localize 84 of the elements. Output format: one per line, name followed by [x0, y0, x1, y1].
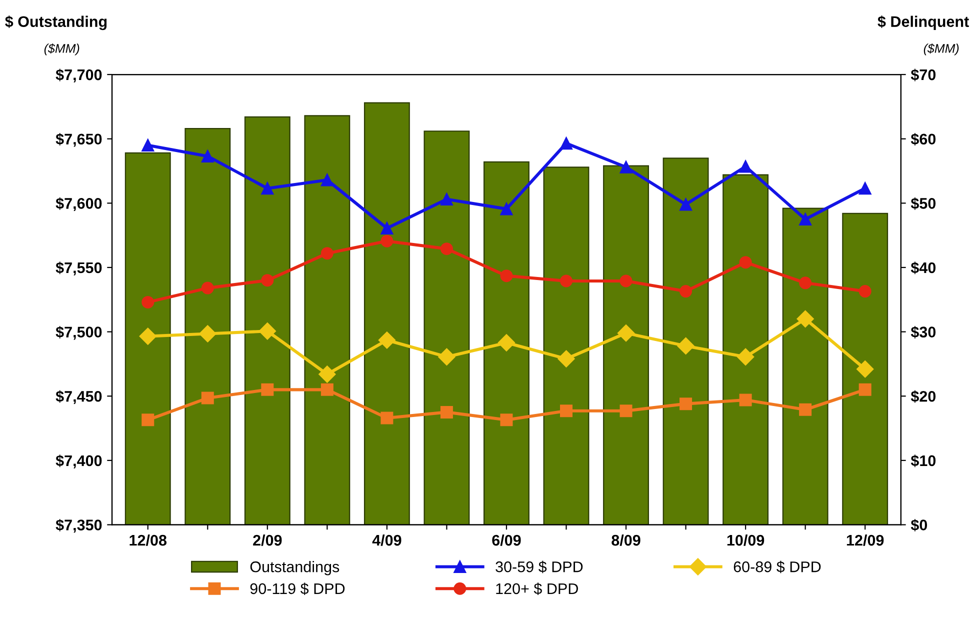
legend-label: 30-59 $ DPD [496, 560, 583, 574]
point [739, 394, 752, 406]
point [680, 398, 692, 410]
y2-tick-label: $20 [910, 390, 936, 403]
y2-tick-label: $50 [910, 197, 936, 210]
point [858, 383, 872, 396]
y-tick-label: $7,600 [56, 197, 102, 212]
y2-tick-label: $10 [910, 454, 936, 468]
x-tick-label: 12/08 [130, 534, 167, 546]
y2-axis-title: $ Delinquent [878, 16, 969, 30]
point [320, 247, 334, 260]
point [258, 322, 276, 340]
point [739, 160, 752, 173]
point [318, 366, 336, 383]
point [796, 310, 814, 328]
point [320, 174, 334, 186]
point [438, 348, 456, 366]
point [261, 383, 274, 396]
point [680, 285, 692, 298]
point [620, 274, 632, 288]
point [201, 150, 214, 162]
y2-tick-label: $40 [910, 262, 936, 274]
text: ($MM) [924, 43, 959, 56]
y-tick-label: $7,700 [56, 68, 102, 82]
legend-label: Outstandings [250, 561, 340, 576]
point [677, 337, 694, 354]
point [201, 282, 214, 294]
point [680, 198, 692, 211]
x-tick-label: 4/09 [372, 534, 402, 546]
point [560, 137, 572, 150]
point [500, 414, 513, 426]
point [498, 334, 516, 352]
x-tick-label: 10/09 [727, 534, 764, 546]
y-tick-label: $7,450 [56, 390, 102, 404]
y-axis-title: $ Outstanding [5, 16, 107, 30]
y2-tick-label: $70 [910, 68, 936, 82]
x-tick-label: 12/09 [846, 534, 884, 546]
point [799, 403, 812, 416]
point [856, 360, 874, 378]
point [378, 332, 396, 349]
point [139, 328, 156, 345]
point [560, 274, 572, 288]
point [380, 222, 394, 234]
x-tick-label: 6/09 [492, 534, 521, 546]
point [799, 212, 812, 226]
point [858, 182, 872, 195]
point [560, 404, 572, 418]
point [142, 296, 154, 308]
x-tick-label: 8/09 [612, 534, 640, 546]
point [380, 234, 394, 248]
point [142, 414, 154, 426]
point [620, 404, 632, 418]
point [558, 350, 575, 368]
x-tick-label: 2/09 [253, 534, 282, 546]
point [261, 182, 274, 195]
y2-tick-label: $0 [910, 518, 928, 532]
point [261, 274, 274, 287]
y2-tick-label: $30 [910, 326, 936, 338]
point [380, 412, 394, 424]
legend-label: 60-89 $ DPD [734, 560, 821, 574]
point [500, 202, 513, 216]
point [440, 242, 453, 256]
legend-label: 90-119 $ DPD [250, 582, 345, 596]
point [858, 285, 872, 298]
y-tick-label: $7,650 [56, 133, 102, 147]
point [500, 270, 513, 282]
y-tick-label: $7,400 [56, 454, 102, 468]
y-tick-label: $7,550 [56, 262, 102, 276]
point [737, 348, 754, 366]
point [320, 383, 334, 396]
point [440, 193, 453, 206]
y-tick-label: $7,350 [56, 518, 102, 533]
point [440, 406, 453, 418]
y-tick-label: $7,500 [56, 326, 102, 340]
y2-tick-label: $60 [910, 133, 936, 146]
point [739, 256, 752, 269]
text: ($MM) [44, 43, 80, 56]
point [799, 276, 812, 290]
point [620, 160, 632, 174]
legend-label: 120+ $ DPD [496, 582, 578, 596]
point [201, 392, 214, 404]
point [617, 324, 635, 342]
point [199, 325, 216, 342]
point [142, 139, 154, 152]
